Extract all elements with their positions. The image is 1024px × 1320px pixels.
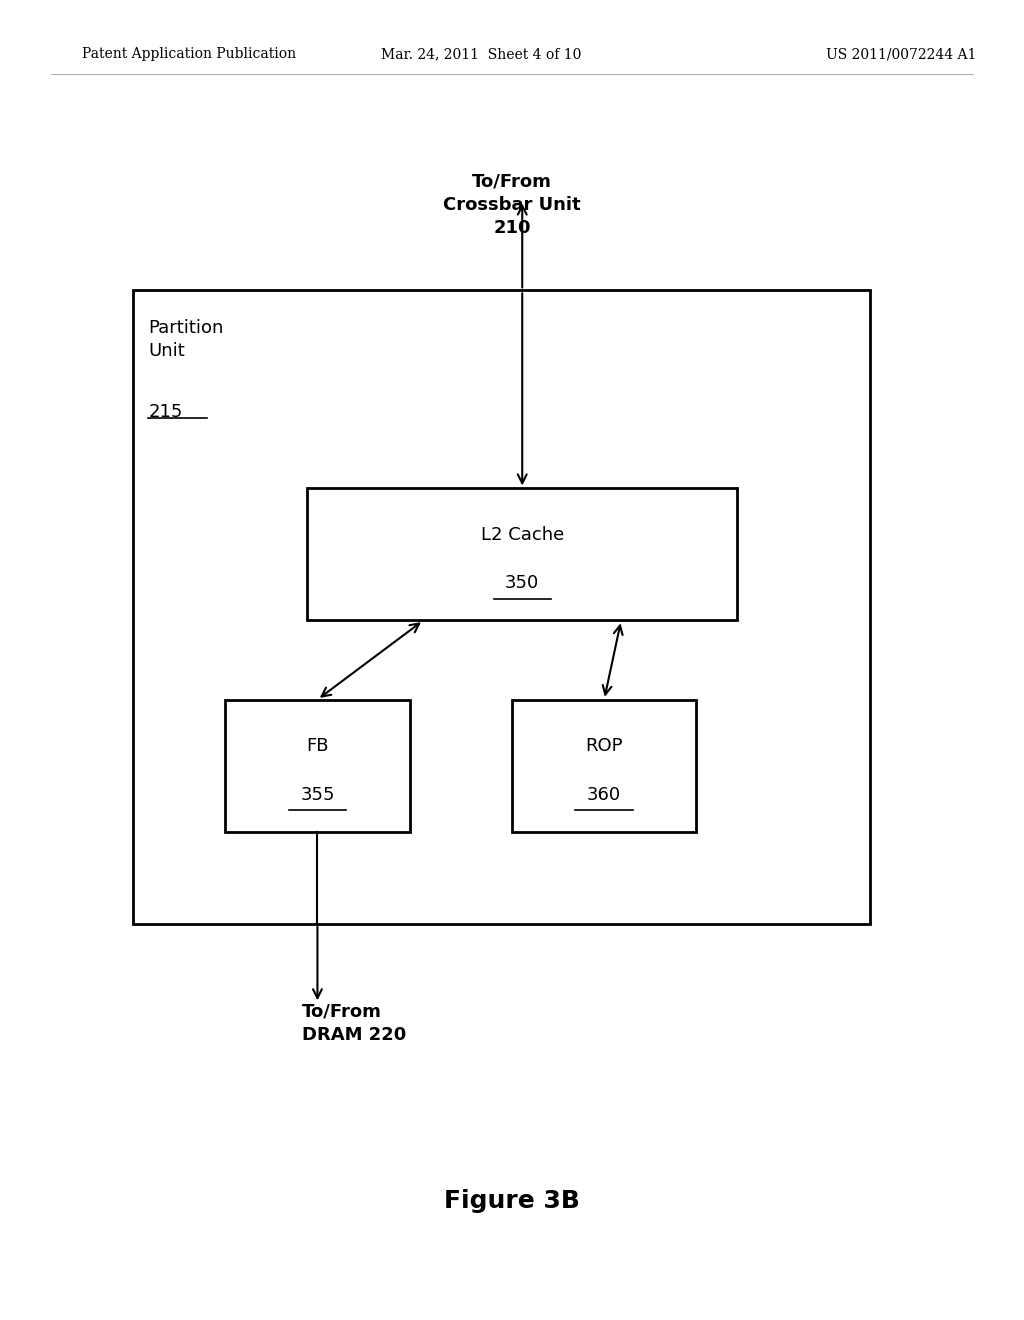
Bar	[307, 488, 737, 620]
Bar	[133, 290, 870, 924]
Text: Partition
Unit: Partition Unit	[148, 319, 224, 359]
Text: US 2011/0072244 A1: US 2011/0072244 A1	[826, 48, 976, 61]
Text: ROP: ROP	[586, 737, 623, 755]
Text: 215: 215	[148, 403, 183, 421]
Text: 350: 350	[505, 574, 540, 593]
Text: To/From
Crossbar Unit
210: To/From Crossbar Unit 210	[443, 172, 581, 238]
Text: FB: FB	[306, 737, 329, 755]
Text: L2 Cache: L2 Cache	[480, 525, 564, 544]
Text: Patent Application Publication: Patent Application Publication	[82, 48, 296, 61]
Text: To/From
DRAM 220: To/From DRAM 220	[302, 1002, 407, 1044]
Text: Mar. 24, 2011  Sheet 4 of 10: Mar. 24, 2011 Sheet 4 of 10	[381, 48, 582, 61]
Bar	[225, 700, 410, 832]
Text: 360: 360	[587, 785, 622, 804]
Bar	[512, 700, 696, 832]
Text: Figure 3B: Figure 3B	[444, 1189, 580, 1213]
Text: 355: 355	[300, 785, 335, 804]
